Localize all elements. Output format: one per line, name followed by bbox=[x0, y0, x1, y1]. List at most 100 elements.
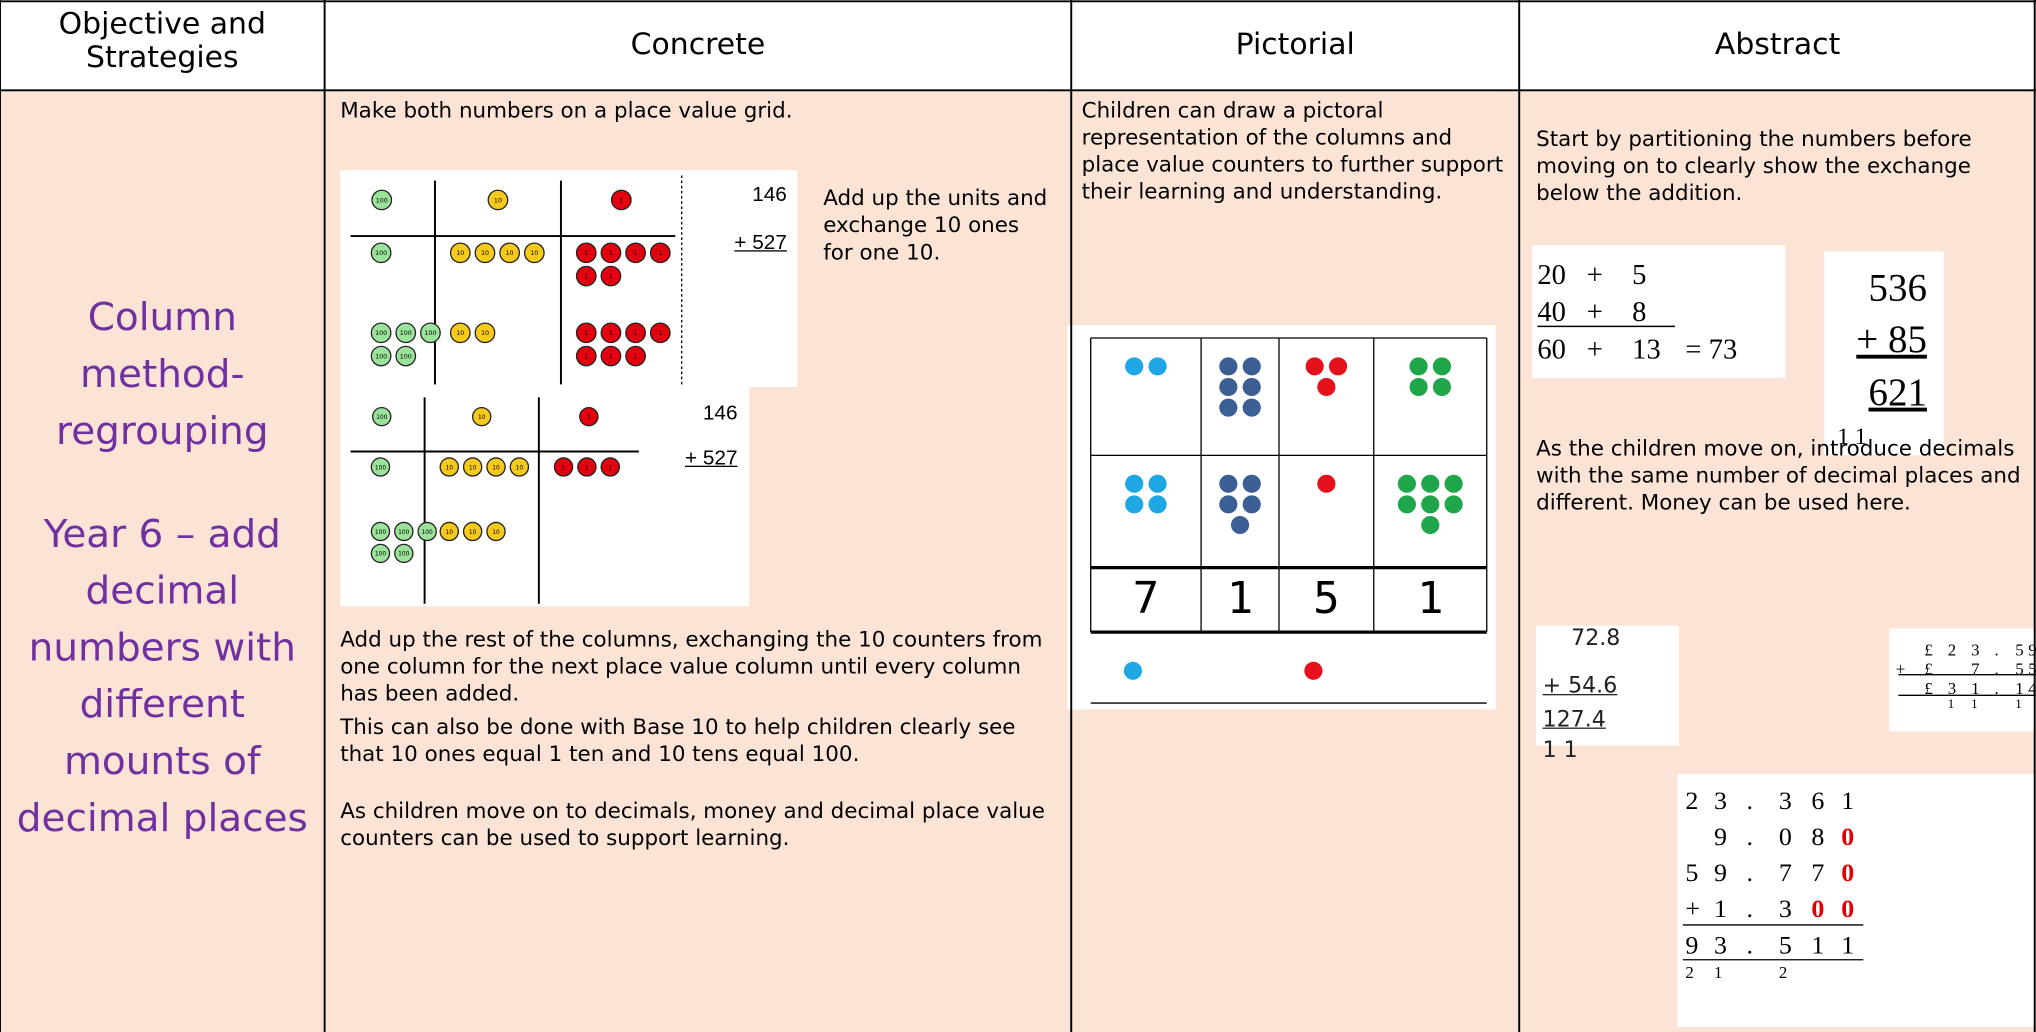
placeholder-token: . bbox=[1746, 859, 1753, 888]
money-token: 5 bbox=[2015, 639, 2024, 660]
counter-label: 1 bbox=[609, 353, 613, 360]
placeholder-token: 8 bbox=[1811, 823, 1825, 852]
pictorial-dot bbox=[1421, 474, 1440, 493]
counter-label: 1 bbox=[584, 330, 588, 337]
counter-label: 1 bbox=[584, 250, 588, 257]
decimal-sum-line: + 54.6 bbox=[1542, 673, 1618, 700]
counter-label: 10 bbox=[456, 250, 464, 257]
place-value-counter bbox=[625, 322, 646, 344]
place-value-counter bbox=[449, 242, 471, 264]
counter-label: 1 bbox=[608, 465, 612, 471]
digit: 5 bbox=[1313, 572, 1340, 625]
pictorial-dot bbox=[1230, 516, 1250, 535]
counter-label: 1 bbox=[609, 250, 613, 257]
placeholder-token: 3 bbox=[1713, 786, 1727, 816]
column-header: Objective and Strategies bbox=[58, 7, 266, 75]
placeholder-token: 0 bbox=[1841, 823, 1855, 852]
counter-label: 100 bbox=[375, 250, 387, 257]
pictorial-dot bbox=[1125, 474, 1144, 493]
placeholder-token: 2 bbox=[1685, 786, 1699, 816]
placeholder-token: 1 bbox=[1713, 962, 1723, 982]
place-value-counter bbox=[370, 543, 391, 564]
place-value-counter bbox=[417, 521, 437, 542]
money-token: £ bbox=[1924, 678, 1933, 698]
column-sum-line: 1 1 bbox=[1837, 423, 1867, 449]
pictorial-dot bbox=[1421, 516, 1440, 535]
placeholder-token: 0 bbox=[1841, 895, 1855, 924]
place-value-counter bbox=[439, 521, 460, 542]
counter-label: 10 bbox=[469, 530, 477, 536]
counter-label: 1 bbox=[584, 273, 588, 280]
place-value-counter bbox=[372, 406, 392, 427]
place-value-counter bbox=[449, 322, 471, 344]
placeholder-token: 7 bbox=[1811, 859, 1825, 888]
place-value-counter bbox=[610, 189, 632, 211]
counter-label: 10 bbox=[456, 330, 464, 337]
placeholder-token: 7 bbox=[1778, 859, 1792, 888]
counter-label: 10 bbox=[481, 250, 489, 257]
counter-label: 100 bbox=[400, 330, 412, 337]
digit: 1 bbox=[1226, 572, 1254, 625]
place-value-counter bbox=[600, 457, 621, 477]
placeholder-token: 3 bbox=[1713, 931, 1727, 960]
counter-label: 1 bbox=[634, 353, 638, 360]
paragraph: As children move on to decimals, money a… bbox=[340, 798, 1045, 851]
place-value-counter bbox=[394, 543, 414, 564]
counter-label: 10 bbox=[446, 465, 454, 471]
pictorial-dot bbox=[1125, 495, 1144, 514]
pictorial-dot bbox=[1328, 357, 1348, 376]
money-token: 7 bbox=[1971, 659, 1980, 679]
place-value-counter bbox=[474, 322, 496, 344]
place-value-counter bbox=[600, 265, 622, 287]
placeholder-token: . bbox=[1746, 931, 1753, 960]
place-value-counter bbox=[370, 242, 392, 264]
partition-token: = 73 bbox=[1685, 332, 1738, 366]
place-value-counter bbox=[370, 322, 392, 344]
placeholder-token: 0 bbox=[1841, 859, 1855, 888]
counter-label: 10 bbox=[481, 330, 489, 337]
money-token: . bbox=[1994, 678, 1999, 698]
placeholder-token: 0 bbox=[1778, 823, 1792, 852]
counter-label: 10 bbox=[516, 465, 524, 471]
counter-label: 10 bbox=[478, 415, 486, 421]
placeholder-token: . bbox=[1746, 823, 1753, 852]
counter-label: 1 bbox=[609, 330, 613, 337]
place-value-counter bbox=[370, 457, 391, 477]
pictorial-dot bbox=[1409, 377, 1428, 397]
placeholder-token: 0 bbox=[1811, 895, 1825, 924]
objective-subtitle: Year 6 – add decimal numbers with differ… bbox=[16, 512, 308, 842]
place-value-counter bbox=[499, 242, 521, 264]
place-value-counter bbox=[523, 242, 545, 264]
money-token: 9 bbox=[2028, 639, 2036, 660]
placeholder-token: . bbox=[1746, 895, 1753, 924]
money-token: 1 bbox=[2015, 678, 2024, 698]
counter-label: 1 bbox=[619, 197, 623, 204]
place-value-counter bbox=[486, 457, 506, 477]
objective-title: Column method-regrouping bbox=[56, 295, 269, 455]
pictorial-dot bbox=[1242, 495, 1261, 514]
counter-label: 100 bbox=[424, 330, 436, 337]
partition-image bbox=[1532, 245, 1786, 378]
column-sum-line: 536 bbox=[1868, 267, 1927, 310]
counter-label: 100 bbox=[375, 353, 387, 360]
decimal-sum-image bbox=[1536, 625, 1679, 746]
placeholder-token: . bbox=[1746, 786, 1753, 816]
counter-label: 1 bbox=[587, 415, 591, 421]
counter-label: 1 bbox=[585, 465, 589, 471]
counter-label: 1 bbox=[562, 465, 566, 471]
money-token: 3 bbox=[1971, 639, 1980, 660]
sum-line: + 527 bbox=[684, 447, 738, 470]
counter-label: 100 bbox=[375, 330, 387, 337]
pictorial-dot bbox=[1421, 495, 1440, 514]
pictorial-dot bbox=[1148, 474, 1167, 493]
counter-label: 100 bbox=[400, 353, 412, 360]
counter-label: 1 bbox=[658, 250, 662, 257]
column-sum-image bbox=[1824, 251, 1944, 456]
exchanged-dot bbox=[1123, 661, 1143, 680]
money-token: 1 bbox=[1947, 697, 1955, 713]
pictorial-dot bbox=[1219, 398, 1238, 417]
exchanged-dot bbox=[1304, 661, 1323, 680]
counter-label: 100 bbox=[375, 465, 387, 471]
pictorial-dot bbox=[1409, 357, 1428, 376]
placeholder-sum-image bbox=[1677, 774, 2036, 1027]
